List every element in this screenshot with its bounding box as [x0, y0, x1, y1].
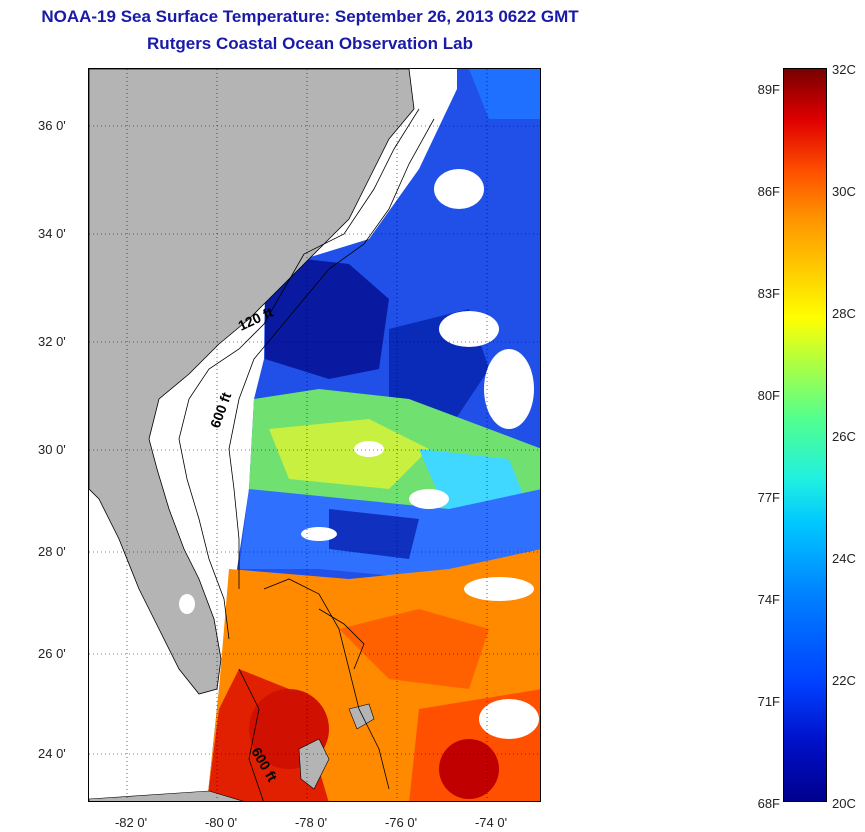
colorbar-label-f: 80F: [757, 388, 780, 403]
colorbar-label-c: 26C: [832, 429, 856, 444]
colorbar-label-c: 24C: [832, 551, 856, 566]
lat-label: 36 0': [38, 118, 66, 133]
colorbar-label-f: 89F: [757, 82, 780, 97]
bathymetry-contours: [178, 108, 435, 801]
lat-label: 26 0': [38, 646, 66, 661]
colorbar-label-c: 32C: [832, 62, 856, 77]
colorbar-label-c: 20C: [832, 796, 856, 811]
colorbar-label-c: 30C: [832, 184, 856, 199]
colorbar-label-c: 28C: [832, 306, 856, 321]
lat-label: 28 0': [38, 544, 66, 559]
lon-label: -74 0': [474, 815, 508, 830]
colorbar-label-f: 68F: [757, 796, 780, 811]
temperature-colorbar: [783, 68, 827, 802]
lon-label: -80 0': [204, 815, 238, 830]
map-subtitle: Rutgers Coastal Ocean Observation Lab: [147, 34, 473, 53]
lat-label: 34 0': [38, 226, 66, 241]
colorbar-label-f: 86F: [757, 184, 780, 199]
map-title: NOAA-19 Sea Surface Temperature: Septemb…: [41, 7, 579, 26]
lon-label: -82 0': [114, 815, 148, 830]
sst-map: 120 ft 600 ft 600 ft: [88, 68, 541, 802]
colorbar-label-f: 74F: [757, 592, 780, 607]
lon-label: -76 0': [384, 815, 418, 830]
colorbar-label-f: 83F: [757, 286, 780, 301]
lon-label: -78 0': [294, 815, 328, 830]
lat-label: 32 0': [38, 334, 66, 349]
colorbar-label-f: 77F: [757, 490, 780, 505]
lat-label: 30 0': [38, 442, 66, 457]
colorbar-label-c: 22C: [832, 673, 856, 688]
land-mass: [89, 69, 415, 801]
sst-map-canvas: 120 ft 600 ft 600 ft: [89, 69, 540, 801]
lat-label: 24 0': [38, 746, 66, 761]
contour-label-600ft-north: 600 ft: [207, 390, 235, 430]
colorbar-label-f: 71F: [757, 694, 780, 709]
